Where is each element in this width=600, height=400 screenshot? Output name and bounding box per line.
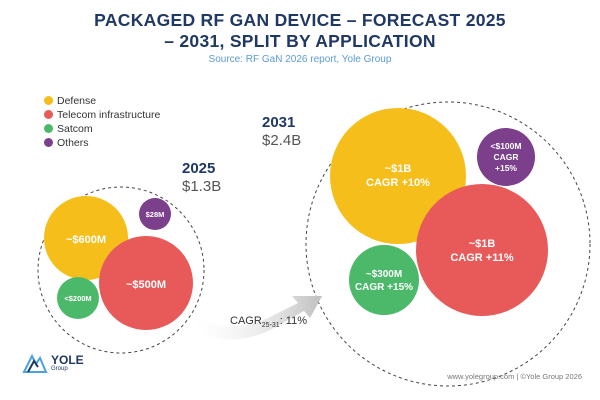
year-2031-label: 2031: [262, 114, 296, 131]
year-2025-total: $1.3B: [182, 178, 222, 195]
bubble-2031-others: [477, 128, 535, 186]
cagr-value: : 11%: [280, 315, 308, 327]
yole-logo-icon: [22, 353, 48, 373]
year-2031-header: 2031 $2.4B: [262, 114, 301, 150]
bubble-2031-others-cagr-value: +15%: [495, 163, 517, 173]
footer-credit: www.yolegroup.com | ©Yole Group 2026: [447, 372, 582, 381]
bubble-2031-satcom-label: ~$300M: [366, 269, 402, 280]
title-line-1: PACKAGED RF GAN DEVICE – FORECAST 2025: [94, 10, 506, 30]
container-2031: [305, 101, 591, 387]
bubble-2031-defense-label: ~$1B: [385, 163, 412, 175]
bubble-2031-satcom: [349, 245, 419, 315]
legend-item-satcom: Satcom: [44, 122, 160, 135]
cagr-prefix: CAGR: [230, 315, 262, 327]
logo-subtext: Group: [51, 365, 68, 372]
bubble-2025-defense-label: ~$600M: [66, 234, 106, 246]
bubble-2025-telecom: [99, 236, 193, 330]
legend-item-telecom: Telecom infrastructure: [44, 108, 160, 121]
legend-dot-telecom: [44, 110, 53, 119]
bubble-2025-telecom-label: ~$500M: [126, 279, 166, 291]
legend-label-satcom: Satcom: [57, 122, 93, 135]
bubble-2031-telecom: [416, 184, 548, 316]
logo-text: YOLE: [51, 352, 84, 367]
cagr-label: CAGR25-31: 11%: [230, 315, 307, 329]
legend-label-telecom: Telecom infrastructure: [57, 108, 161, 121]
bubble-2031-satcom-cagr: CAGR +15%: [355, 282, 413, 293]
legend-label-defense: Defense: [57, 94, 97, 107]
legend-dot-defense: [44, 96, 53, 105]
legend-dot-others: [44, 138, 53, 147]
cagr-sub: 25-31: [262, 322, 280, 329]
year-2031-total: $2.4B: [262, 132, 302, 149]
legend-label-others: Others: [57, 136, 89, 149]
legend-item-defense: Defense: [44, 94, 160, 107]
chart-title: PACKAGED RF GAN DEVICE – FORECAST 2025 –…: [0, 10, 600, 52]
year-2025-label: 2025: [182, 160, 216, 177]
source-subtitle: Source: RF GaN 2026 report, Yole Group: [208, 54, 392, 65]
year-2025-header: 2025 $1.3B: [182, 160, 221, 196]
container-2025: [37, 186, 205, 354]
bubble-2031-others-cagr-text: CAGR: [493, 152, 518, 162]
growth-arrow: [194, 296, 322, 340]
legend: Defense Telecom infrastructure Satcom Ot…: [44, 94, 160, 150]
bubble-2025-satcom-label: <$200M: [64, 294, 91, 303]
title-line-2: – 2031, SPLIT BY APPLICATION: [164, 31, 436, 51]
bubble-2025-others-label: $28M: [146, 210, 165, 219]
bubble-2025-others: [139, 198, 171, 230]
bubble-2025-satcom: [57, 277, 99, 319]
bubble-2031-telecom-label: ~$1B: [469, 238, 496, 250]
bubble-2031-others-label: <$100M: [491, 141, 522, 151]
bubble-2031-defense-cagr: CAGR +10%: [366, 177, 430, 189]
legend-dot-satcom: [44, 124, 53, 133]
bubble-2031-telecom-cagr: CAGR +11%: [450, 252, 513, 264]
yole-logo: YOLE Group: [22, 352, 84, 374]
legend-item-others: Others: [44, 136, 160, 149]
